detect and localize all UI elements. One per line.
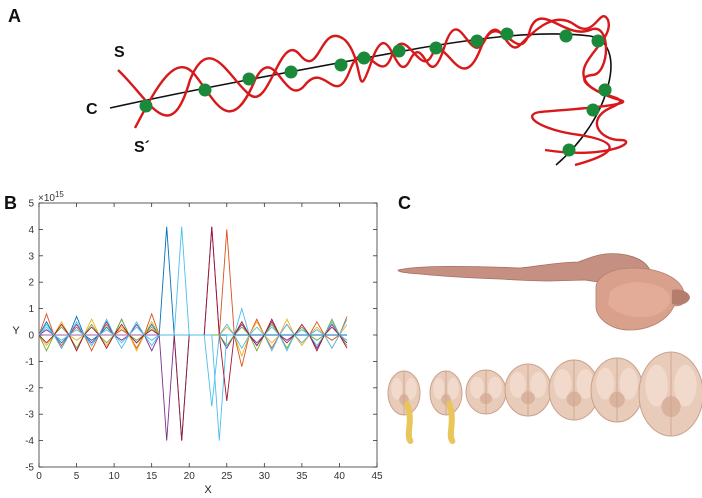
x-tick-label: 0: [36, 471, 42, 482]
y-tick-label: -5: [25, 463, 34, 474]
cross-section-2: [429, 370, 463, 444]
cross-section-4: [504, 363, 552, 417]
y-tick-label: 1: [28, 304, 34, 315]
x-tick-label: 5: [74, 471, 80, 482]
nerve-root: [404, 401, 414, 444]
panel-a-letter: A: [8, 6, 21, 26]
y-tick-label: -4: [25, 436, 34, 447]
cross-section-3: [465, 369, 507, 415]
y-tick-label: 0: [28, 331, 34, 342]
x-axis-label: X: [204, 484, 212, 496]
x-tick-label: 15: [146, 471, 158, 482]
label-c: C: [86, 101, 98, 118]
y-tick-label: 2: [28, 278, 34, 289]
label-s: S: [114, 44, 125, 61]
cross-section-5: [548, 359, 600, 421]
brain-sagittal-view: [397, 253, 690, 331]
cross-section-6: [590, 357, 644, 423]
nerve-root: [446, 401, 456, 444]
y-tick-label: 3: [28, 251, 34, 262]
y-tick-label: 4: [28, 225, 34, 236]
x-tick-label: 30: [259, 471, 271, 482]
y-axis-label: Y: [12, 325, 20, 337]
y-tick-label: -2: [25, 383, 34, 394]
y-exponent-label: ×1015: [38, 190, 64, 204]
panel-c-letter: C: [398, 193, 411, 213]
label-s-prime: S´: [134, 139, 150, 156]
x-tick-label: 40: [334, 471, 346, 482]
y-tick-label: -1: [25, 357, 34, 368]
x-tick-label: 35: [296, 471, 308, 482]
series-line-8: [38, 318, 348, 407]
x-tick-label: 10: [109, 471, 121, 482]
brain-cross-sections: [387, 351, 702, 444]
cross-section-1: [387, 370, 421, 444]
chart-series-lines: [38, 226, 348, 441]
y-tick-label: -3: [25, 410, 34, 421]
y-tick-label: 5: [28, 199, 34, 210]
panel-b-letter: B: [4, 193, 17, 213]
x-tick-label: 20: [184, 471, 196, 482]
cross-section-7: [638, 351, 702, 437]
x-tick-label: 45: [371, 471, 383, 482]
x-tick-label: 25: [221, 471, 233, 482]
